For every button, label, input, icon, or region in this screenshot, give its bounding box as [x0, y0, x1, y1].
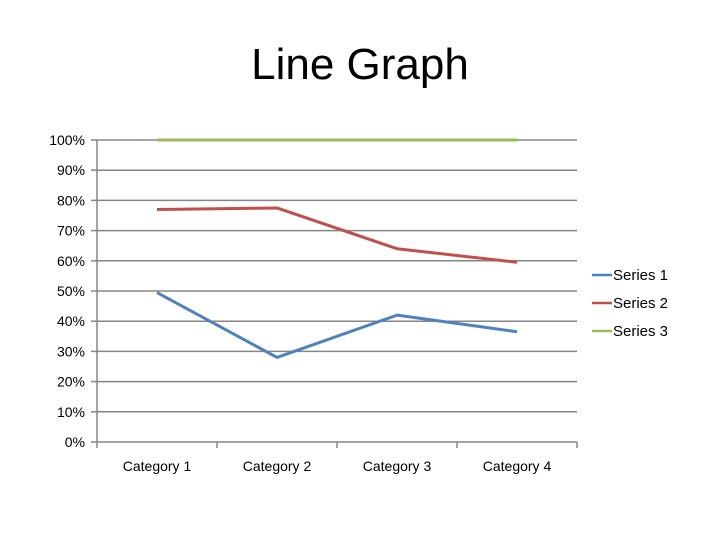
legend: Series 1 Series 2 Series 3	[592, 267, 668, 340]
legend-label-2: Series 2	[613, 295, 668, 312]
y-tick-label: 100%	[49, 132, 85, 148]
y-tick-label: 50%	[57, 283, 85, 299]
y-tick-label: 90%	[57, 162, 85, 178]
legend-label-1: Series 1	[613, 267, 668, 284]
series-lines	[156, 138, 518, 359]
chart-title: Line Graph	[251, 40, 469, 89]
x-tick-label: Category 3	[363, 458, 432, 474]
x-tick-label: Category 1	[123, 458, 192, 474]
y-tick-label: 60%	[57, 253, 85, 269]
y-tick-label: 20%	[57, 374, 85, 390]
y-tick-label: 10%	[57, 404, 85, 420]
gridlines	[97, 139, 577, 413]
y-tick-label: 30%	[57, 343, 85, 359]
y-tick-label: 40%	[57, 313, 85, 329]
series-line-2	[156, 206, 518, 264]
y-tick-label: 80%	[57, 192, 85, 208]
y-tick-label: 0%	[65, 434, 85, 450]
legend-label-3: Series 3	[613, 323, 668, 340]
y-axis-ticks: 0% 10% 20% 30% 40% 50% 60% 70% 80% 90% 100%	[49, 132, 97, 450]
x-axis-ticks: Category 1 Category 2 Category 3 Category 4	[96, 442, 578, 474]
y-tick-label: 70%	[57, 223, 85, 239]
x-tick-label: Category 4	[483, 458, 552, 474]
x-tick-label: Category 2	[243, 458, 312, 474]
series-line-1	[156, 291, 518, 359]
